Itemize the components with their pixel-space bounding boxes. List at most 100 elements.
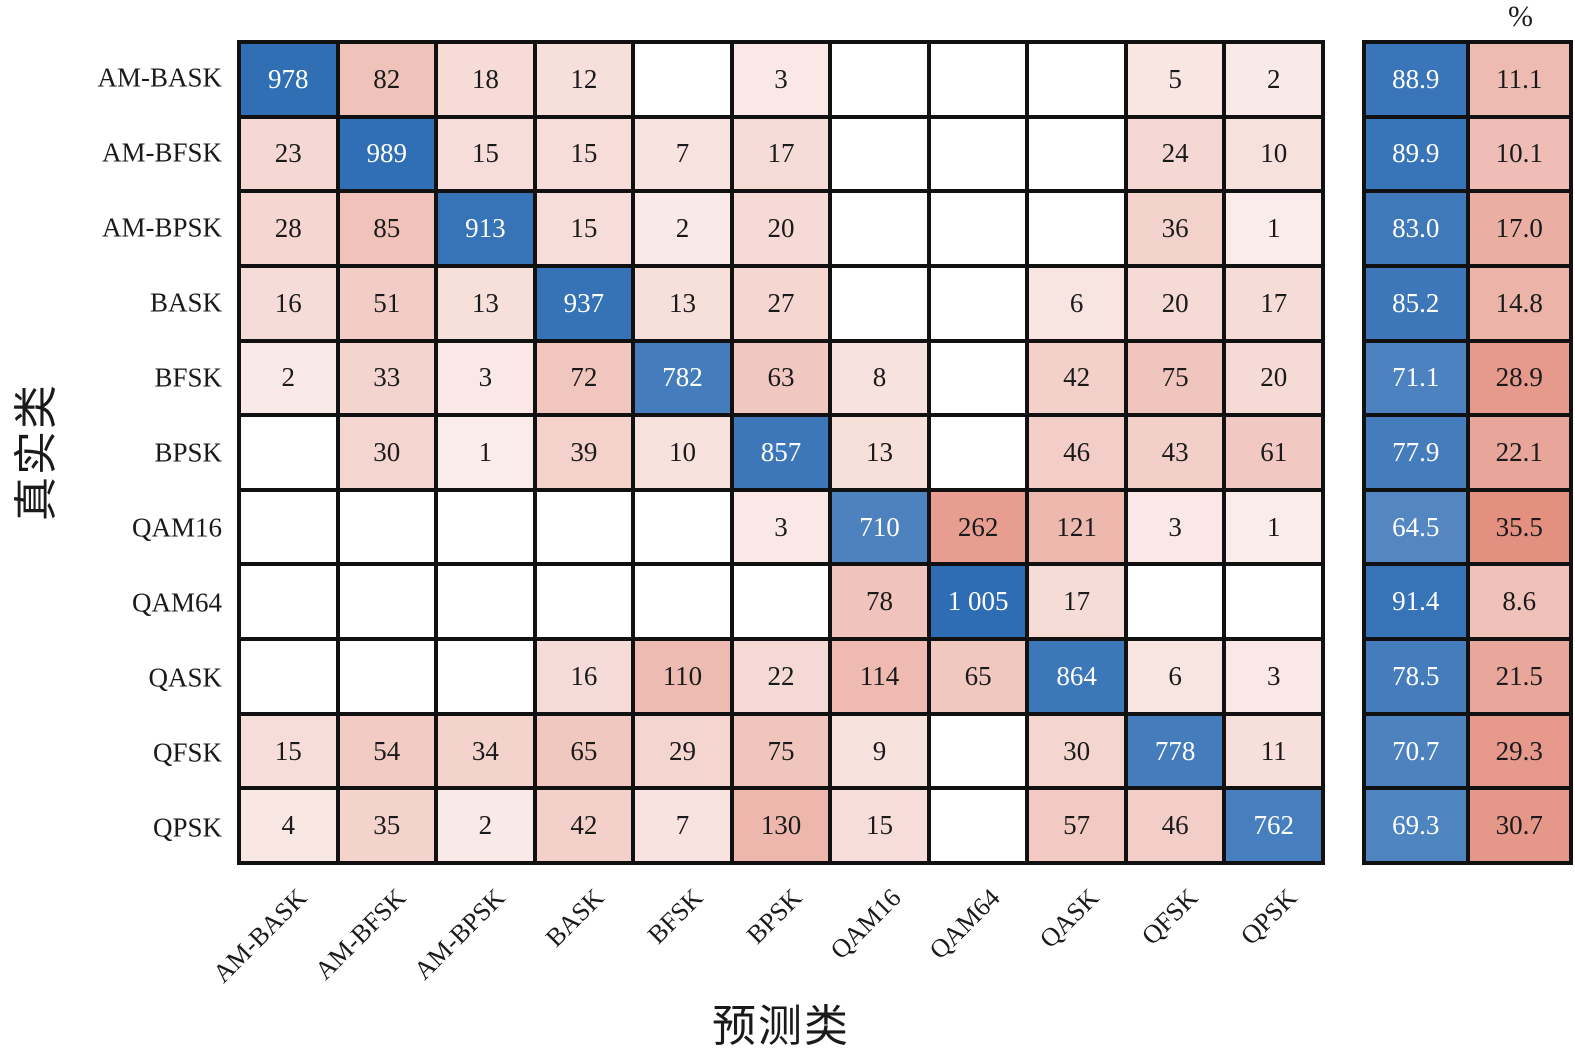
cell-value: 28 (274, 213, 302, 244)
cell-value: 20 (1161, 287, 1189, 318)
cell-value: 2 (478, 810, 493, 841)
cell-value: 913 (465, 213, 506, 244)
matrix-cell: 18 (438, 44, 533, 115)
cell-value: 4 (281, 810, 296, 841)
matrix-cell: 65 (536, 715, 632, 787)
row-label: BFSK (154, 362, 222, 392)
cell-value: 30 (373, 436, 401, 467)
matrix-cell (1226, 566, 1321, 638)
error-cell: 17.0 (1469, 193, 1569, 264)
cell-value: 35 (373, 810, 401, 841)
matrix-cell (930, 417, 1026, 488)
matrix-cell: 46 (1127, 790, 1223, 861)
matrix-cell: 75 (1127, 342, 1223, 414)
cell-value: 46 (1161, 810, 1189, 841)
matrix-cell (1127, 566, 1223, 638)
matrix-cell (1029, 44, 1124, 115)
accuracy-value: 85.2 (1392, 287, 1440, 318)
accuracy-cell: 70.7 (1366, 715, 1466, 787)
matrix-cell: 20 (1226, 342, 1321, 414)
cell-value: 22 (767, 660, 795, 691)
matrix-cell: 857 (733, 417, 829, 488)
cell-value: 82 (373, 63, 401, 94)
matrix-cell: 15 (438, 118, 533, 190)
matrix-cell: 24 (1127, 118, 1223, 190)
matrix-cell: 2 (1226, 44, 1321, 115)
matrix-cell: 6 (1127, 641, 1223, 712)
error-cell: 10.1 (1469, 118, 1569, 190)
cell-value: 65 (964, 660, 992, 691)
error-value: 17.0 (1495, 213, 1543, 244)
matrix-cell: 2 (438, 790, 533, 861)
matrix-cell: 43 (1127, 417, 1223, 488)
error-value: 35.5 (1495, 511, 1543, 542)
matrix-cell: 72 (536, 342, 632, 414)
matrix-cell (536, 566, 632, 638)
matrix-cell (339, 491, 435, 563)
accuracy-value: 83.0 (1392, 213, 1440, 244)
matrix-cell: 75 (733, 715, 829, 787)
cell-value: 2 (281, 362, 296, 393)
matrix-cell: 8 (832, 342, 927, 414)
cell-value: 61 (1260, 436, 1288, 467)
accuracy-cell: 83.0 (1366, 193, 1466, 264)
error-value: 29.3 (1495, 735, 1543, 766)
cell-value: 12 (570, 63, 598, 94)
matrix-cell: 3 (733, 44, 829, 115)
matrix-cell: 937 (536, 267, 632, 339)
matrix-cell: 35 (339, 790, 435, 861)
cell-value: 3 (774, 511, 788, 542)
matrix-cell: 782 (635, 342, 730, 414)
matrix-cell (339, 566, 435, 638)
cell-value: 5 (1168, 63, 1182, 94)
cell-value: 34 (471, 735, 499, 766)
accuracy-value: 70.7 (1392, 735, 1440, 766)
accuracy-cell: 88.9 (1366, 44, 1466, 115)
cell-value: 20 (1260, 362, 1288, 393)
matrix-cell: 29 (635, 715, 730, 787)
matrix-cell (536, 491, 632, 563)
matrix-cell: 13 (635, 267, 730, 339)
confusion-matrix-grid: 978 82 18 12 3 5 2 23 989 15 15 7 17 24 10 28 85 913 15 2 20… (237, 40, 1325, 865)
row-label: AM-BPSK (101, 212, 222, 242)
matrix-cell: 57 (1029, 790, 1124, 861)
cell-value: 39 (570, 436, 598, 467)
matrix-cell (733, 566, 829, 638)
matrix-cell: 15 (536, 118, 632, 190)
cell-value: 10 (668, 436, 696, 467)
cell-value: 1 (1266, 511, 1281, 542)
matrix-cell: 989 (339, 118, 435, 190)
matrix-cell: 710 (832, 491, 927, 563)
matrix-cell: 28 (241, 193, 336, 264)
matrix-cell (635, 491, 730, 563)
matrix-cell (1029, 193, 1124, 264)
matrix-cell: 34 (438, 715, 533, 787)
row-label: AM-BFSK (101, 137, 222, 167)
cell-value: 262 (957, 511, 999, 542)
cell-value: 978 (268, 63, 309, 94)
cell-value: 2 (1266, 63, 1281, 94)
matrix-cell: 15 (832, 790, 927, 861)
matrix-cell: 17 (733, 118, 829, 190)
matrix-cell: 15 (536, 193, 632, 264)
error-value: 11.1 (1496, 63, 1543, 94)
matrix-cell (930, 267, 1026, 339)
cell-value: 16 (274, 287, 302, 318)
matrix-cell: 22 (733, 641, 829, 712)
matrix-cell: 864 (1029, 641, 1124, 712)
error-value: 21.5 (1495, 660, 1543, 691)
cell-value: 75 (1161, 362, 1189, 393)
matrix-cell: 33 (339, 342, 435, 414)
error-cell: 35.5 (1469, 491, 1569, 563)
column-label: QPSK (1234, 883, 1303, 951)
cell-value: 3 (1266, 660, 1281, 691)
row-label: QASK (148, 662, 222, 692)
matrix-cell (930, 342, 1026, 414)
matrix-cell: 20 (733, 193, 829, 264)
error-value: 30.7 (1495, 810, 1543, 841)
matrix-cell: 20 (1127, 267, 1223, 339)
cell-value: 85 (373, 213, 401, 244)
column-label: QFSK (1135, 883, 1204, 951)
cell-value: 24 (1161, 138, 1189, 169)
cell-value: 3 (478, 362, 493, 393)
